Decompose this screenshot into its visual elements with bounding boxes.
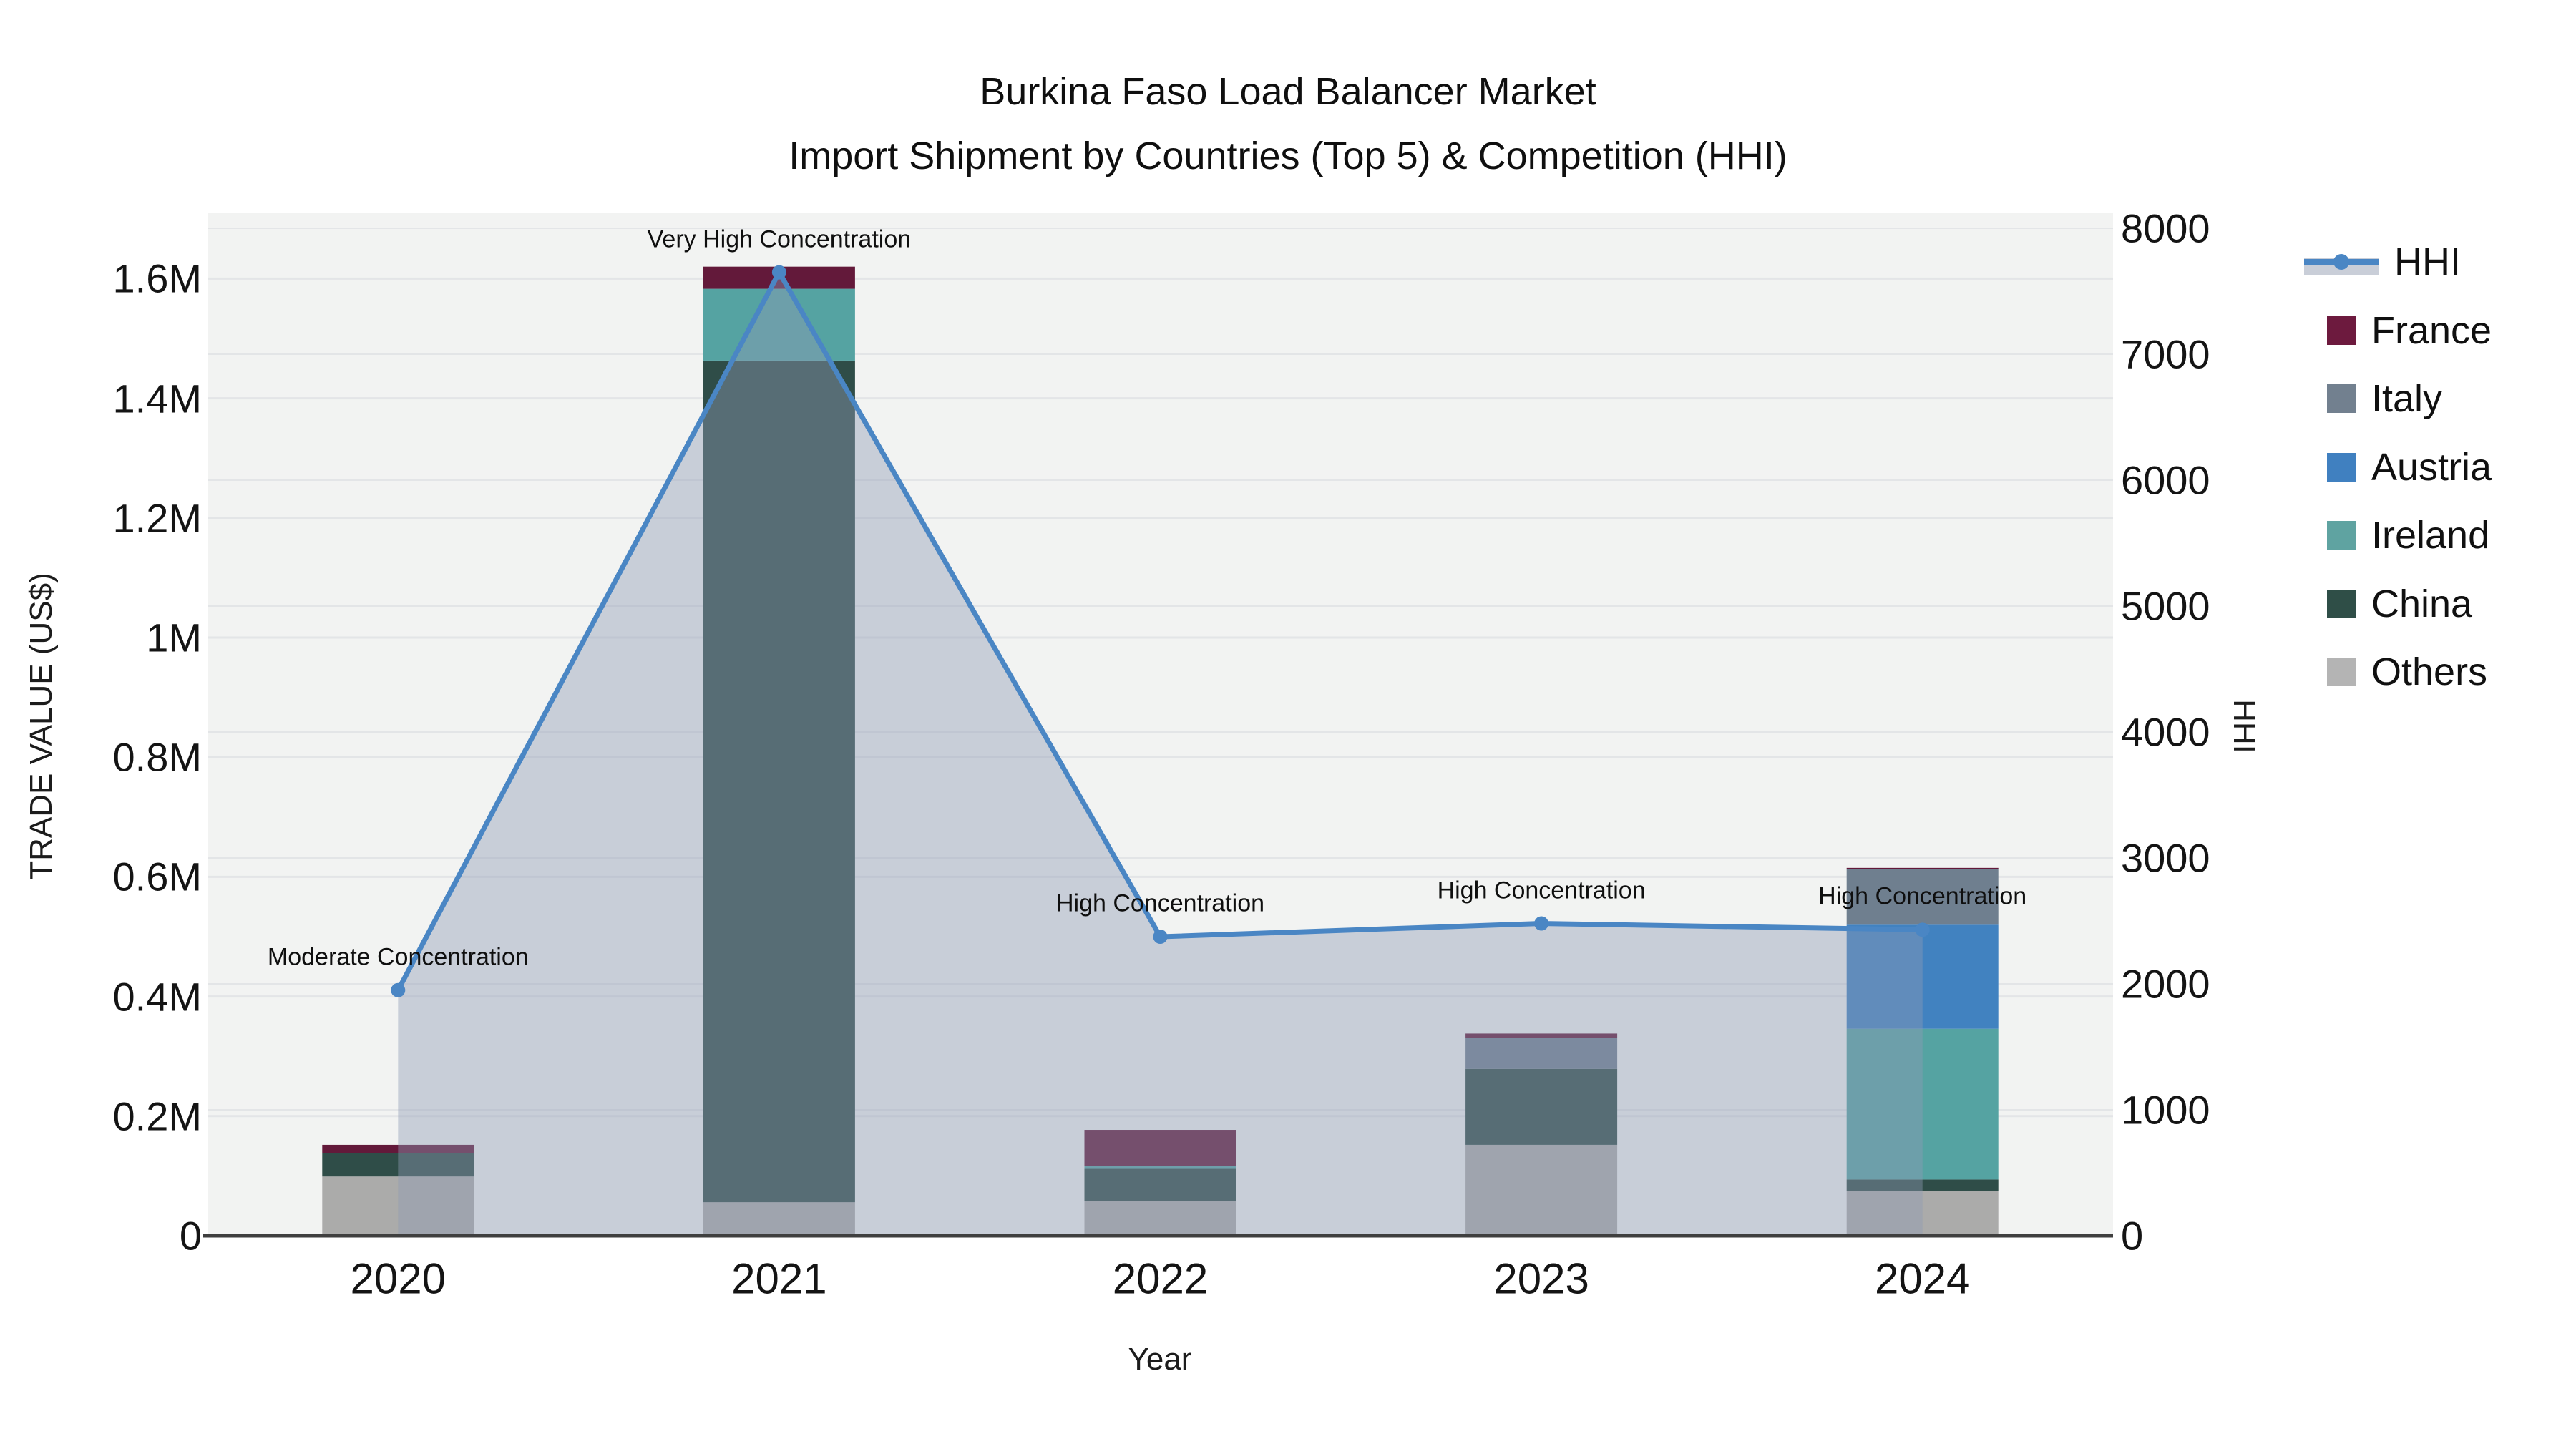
- y-left-tick-label: 0: [179, 1213, 202, 1259]
- bar-segment-others-2022: [1084, 1201, 1236, 1236]
- legend-label-austria: Austria: [2371, 445, 2492, 489]
- bar-segment-austria-2024: [1846, 924, 1999, 1029]
- y-right-tick-label: 5000: [2121, 583, 2210, 629]
- y-left-tick-label: 1M: [146, 615, 202, 660]
- y-right-tick-label: 2000: [2121, 961, 2210, 1007]
- legend-item-others[interactable]: Others: [2297, 650, 2487, 693]
- hhi-marker-2022: [1153, 930, 1168, 944]
- chart-title-line2: Import Shipment by Countries (Top 5) & C…: [789, 135, 1787, 177]
- y-left-tick-label: 0.4M: [112, 974, 203, 1020]
- hhi-marker-2023: [1534, 916, 1549, 931]
- bar-segment-others-2020: [322, 1176, 474, 1236]
- plot-background: [208, 213, 2113, 1236]
- legend-label-france: France: [2371, 308, 2492, 352]
- bar-segment-china-2020: [322, 1153, 474, 1177]
- legend-label-others: Others: [2371, 650, 2488, 693]
- annotation-2020: Moderate Concentration: [267, 943, 529, 971]
- hhi-marker-2021: [771, 265, 786, 280]
- x-axis-title: Year: [1128, 1342, 1192, 1377]
- legend-swatch-italy: [2327, 384, 2356, 413]
- chart-title-line1: Burkina Faso Load Balancer Market: [980, 70, 1596, 113]
- annotation-2023: High Concentration: [1437, 877, 1646, 904]
- bar-segment-china-2021: [703, 360, 855, 1203]
- x-tick-label-2020: 2020: [350, 1254, 447, 1303]
- bar-segment-others-2023: [1465, 1144, 1618, 1236]
- bar-segment-ireland-2024: [1846, 1028, 1999, 1180]
- legend-item-china[interactable]: China: [2297, 582, 2472, 625]
- legend-item-france[interactable]: France: [2297, 309, 2492, 352]
- legend-label-ireland: Ireland: [2371, 514, 2490, 557]
- legend-label-italy: Italy: [2371, 377, 2443, 420]
- y-left-tick-label: 1.4M: [112, 376, 203, 421]
- legend-item-hhi[interactable]: HHI: [2297, 240, 2461, 283]
- y-right-tick-label: 8000: [2121, 205, 2210, 251]
- y-right-tick-label: 7000: [2121, 331, 2210, 377]
- bar-segment-italy-2024: [1846, 869, 1999, 925]
- hhi-legend-sample: [2304, 248, 2379, 276]
- y-right-tick-label: 3000: [2121, 835, 2210, 881]
- legend-item-italy[interactable]: Italy: [2297, 377, 2442, 420]
- bar-segment-china-2022: [1084, 1168, 1236, 1201]
- bar-segment-france-2023: [1465, 1033, 1618, 1038]
- y-left-tick-label: 1.2M: [112, 495, 203, 541]
- x-tick-label-2023: 2023: [1493, 1254, 1589, 1303]
- legend-item-austria[interactable]: Austria: [2297, 446, 2492, 489]
- bar-segment-others-2024: [1846, 1191, 1999, 1236]
- legend-label-china: China: [2371, 582, 2473, 625]
- legend-swatch-others: [2327, 658, 2356, 686]
- bar-segment-china-2023: [1465, 1068, 1618, 1145]
- legend-swatch-ireland: [2327, 521, 2356, 550]
- y-left-tick-label: 1.6M: [112, 255, 203, 301]
- y-right-tick-label: 0: [2121, 1213, 2144, 1259]
- y-left-tick-label: 0.2M: [112, 1093, 203, 1139]
- bar-segment-china-2024: [1846, 1179, 1999, 1191]
- legend-swatch-austria: [2327, 452, 2356, 482]
- x-tick-label-2022: 2022: [1112, 1254, 1209, 1303]
- y-right-tick-label: 6000: [2121, 457, 2210, 503]
- y-right-axis-title: HHI: [2227, 699, 2262, 753]
- hhi-marker-2020: [391, 982, 406, 997]
- bar-segment-france-2020: [322, 1144, 474, 1153]
- hhi-marker-2024: [1915, 922, 1930, 937]
- y-right-tick-label: 4000: [2121, 709, 2210, 755]
- legend-label-hhi: HHI: [2394, 240, 2461, 283]
- bar-segment-italy-2023: [1465, 1038, 1618, 1069]
- legend-swatch-france: [2327, 316, 2356, 345]
- hhi-marker-swatch: [2333, 254, 2349, 270]
- bar-segment-ireland-2021: [703, 288, 855, 361]
- bar-segment-others-2021: [703, 1202, 855, 1236]
- annotation-2024: High Concentration: [1818, 882, 2027, 910]
- x-tick-label-2021: 2021: [731, 1254, 827, 1303]
- hhi-area-fill: [398, 272, 1923, 1236]
- x-tick-label-2024: 2024: [1874, 1254, 1971, 1303]
- annotation-2022: High Concentration: [1055, 889, 1265, 917]
- y-left-tick-label: 0.6M: [112, 854, 203, 899]
- y-left-tick-label: 0.8M: [112, 734, 203, 780]
- annotation-2021: Very High Concentration: [647, 225, 912, 253]
- legend-item-ireland[interactable]: Ireland: [2297, 514, 2489, 557]
- legend-swatch-china: [2327, 589, 2356, 618]
- bar-segment-france-2022: [1084, 1130, 1236, 1167]
- bar-segment-france-2024: [1846, 867, 1999, 869]
- y-right-tick-label: 1000: [2121, 1087, 2210, 1133]
- bar-segment-ireland-2022: [1084, 1166, 1236, 1169]
